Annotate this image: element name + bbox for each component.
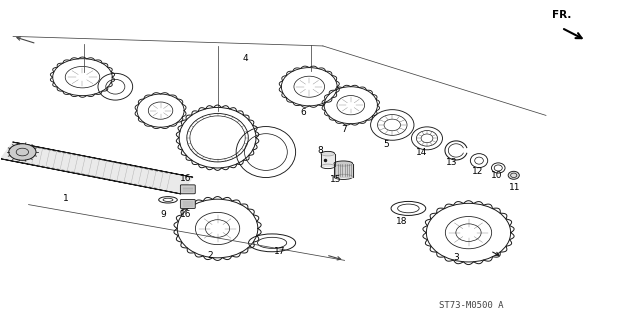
Text: 10: 10 [491, 172, 502, 180]
Text: 9: 9 [161, 210, 166, 219]
Ellipse shape [321, 151, 335, 156]
Text: 14: 14 [416, 148, 428, 156]
Text: 3: 3 [453, 253, 459, 262]
Text: 11: 11 [509, 183, 521, 192]
Polygon shape [1, 142, 193, 194]
Text: FR.: FR. [552, 11, 571, 20]
Ellipse shape [9, 144, 36, 160]
Ellipse shape [508, 171, 519, 179]
Text: 2: 2 [207, 251, 213, 260]
Text: 6: 6 [300, 108, 306, 117]
Text: 13: 13 [446, 158, 458, 167]
Text: 7: 7 [341, 125, 347, 134]
Text: 4: 4 [243, 53, 248, 62]
Text: 12: 12 [472, 167, 484, 176]
FancyBboxPatch shape [180, 185, 195, 194]
Text: 16: 16 [179, 210, 191, 219]
Text: 15: 15 [330, 175, 341, 184]
Text: 17: 17 [274, 247, 285, 256]
FancyBboxPatch shape [180, 199, 195, 208]
Text: 5: 5 [383, 140, 389, 149]
Text: ST73-M0500 A: ST73-M0500 A [439, 301, 504, 310]
Text: 16: 16 [179, 174, 191, 183]
Text: 8: 8 [317, 146, 324, 155]
Text: 1: 1 [63, 194, 69, 203]
Text: 18: 18 [396, 217, 408, 226]
Ellipse shape [334, 161, 353, 166]
